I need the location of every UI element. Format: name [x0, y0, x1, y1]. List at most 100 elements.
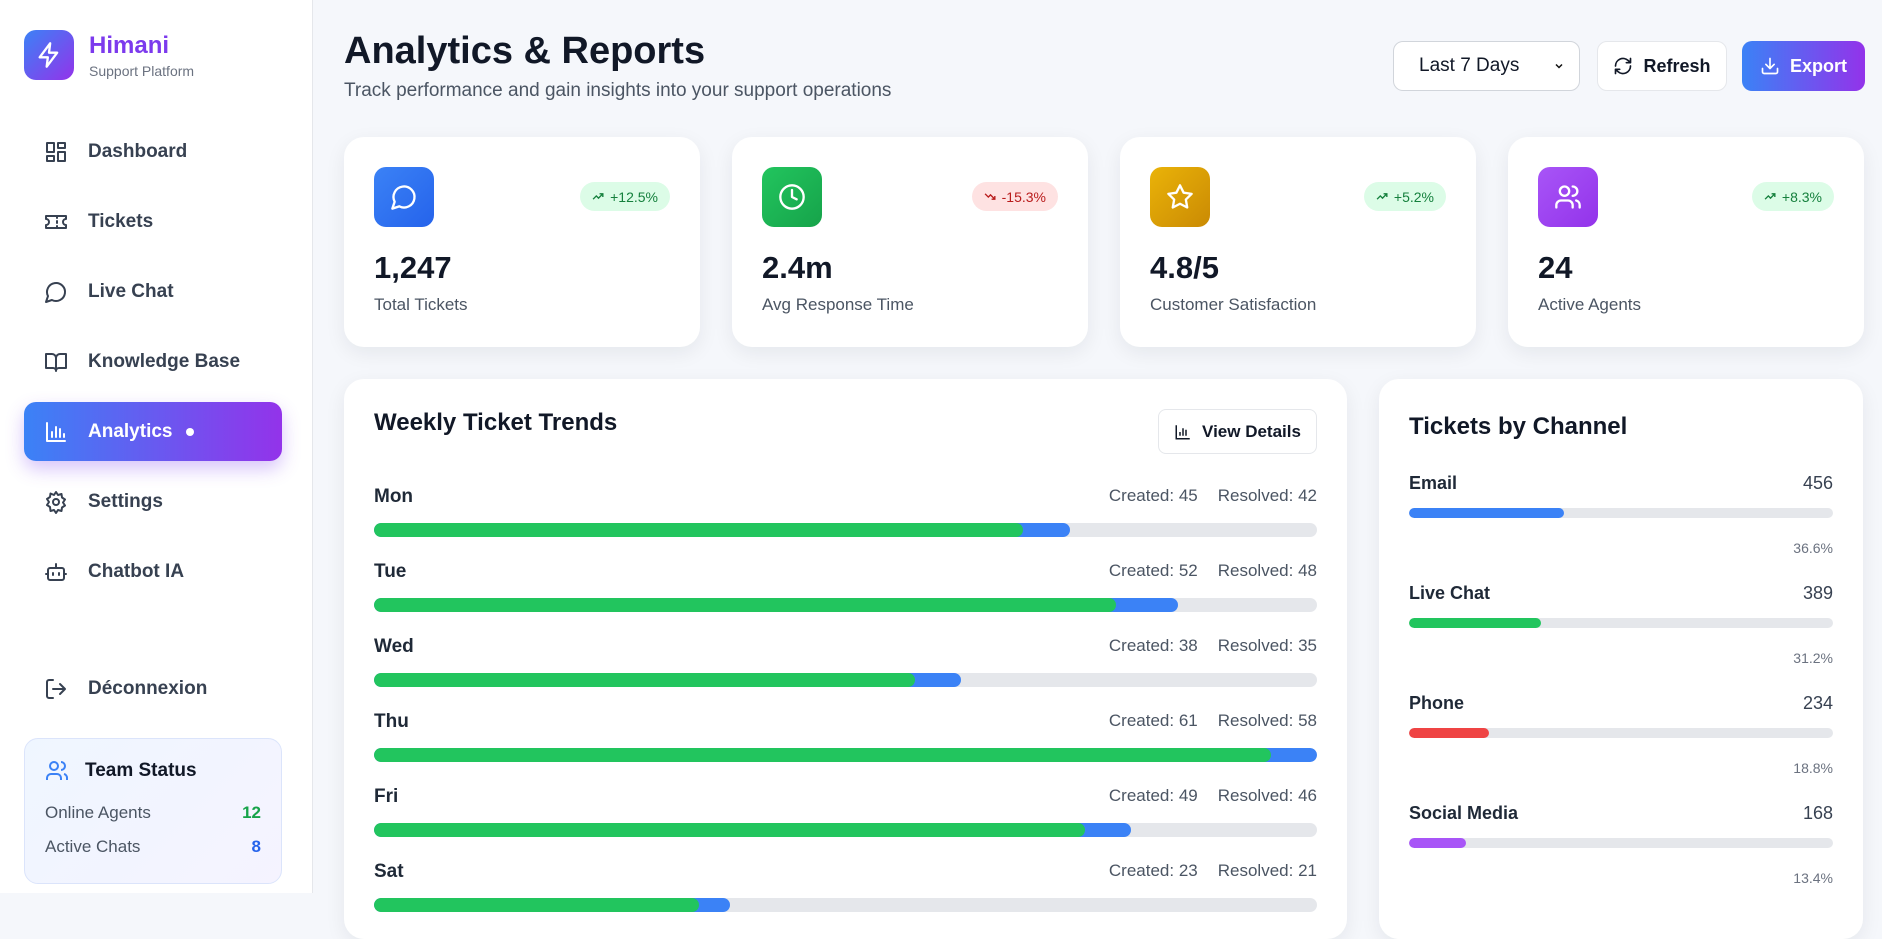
- stat-card: +12.5% 1,247 Total Tickets: [344, 137, 700, 347]
- trend-row: Thu Created: 61 Resolved: 58: [374, 711, 1317, 786]
- channel-bar: [1409, 838, 1466, 848]
- sidebar-nav: Dashboard Tickets Live Chat Knowledge Ba…: [24, 122, 282, 612]
- resolved-count: Resolved: 46: [1217, 786, 1317, 805]
- sidebar-item-dashboard[interactable]: Dashboard: [24, 122, 282, 181]
- channel-bar-track: [1409, 508, 1833, 518]
- resolved-bar: [374, 823, 1086, 837]
- stat-label: Customer Satisfaction: [1150, 295, 1317, 314]
- trend-bar-track: [374, 823, 1317, 837]
- ticket-icon: [45, 214, 67, 229]
- stat-value: 1,247: [374, 250, 452, 285]
- trend-bar-track: [374, 673, 1317, 687]
- sidebar-item-label: Dashboard: [88, 140, 188, 162]
- trend-bar-track: [374, 598, 1317, 612]
- sidebar-item-label: Chatbot IA: [88, 560, 185, 582]
- change-value: +12.5%: [610, 188, 658, 205]
- bar-chart-icon: [1175, 424, 1190, 439]
- sidebar-item-live-chat[interactable]: Live Chat: [24, 262, 282, 321]
- channel-name: Phone: [1409, 693, 1465, 713]
- resolved-count: Resolved: 35: [1217, 636, 1317, 655]
- refresh-button[interactable]: Refresh: [1597, 41, 1727, 91]
- users-icon: [1538, 167, 1598, 227]
- brand-name: Himani: [89, 32, 170, 59]
- star-icon: [1150, 167, 1210, 227]
- logout-button[interactable]: Déconnexion: [24, 659, 282, 718]
- channel-bar: [1409, 508, 1565, 518]
- channel-percent: 36.6%: [1793, 540, 1833, 556]
- analytics-icon: [46, 421, 66, 442]
- page-title: Analytics & Reports: [344, 30, 706, 72]
- resolved-count: Resolved: 48: [1217, 561, 1317, 580]
- channel-name: Email: [1409, 473, 1458, 493]
- brand-subtitle: Support Platform: [89, 63, 195, 79]
- trend-up-icon: [1764, 193, 1776, 200]
- sidebar-item-settings[interactable]: Settings: [24, 472, 282, 531]
- channel-item: Social Media 168 13.4%: [1409, 803, 1833, 913]
- active-dot: [186, 427, 195, 436]
- trend-down-icon: [984, 193, 996, 200]
- date-range-select[interactable]: Last 7 Days: [1393, 41, 1580, 91]
- resolved-count: Resolved: 58: [1217, 711, 1317, 730]
- stat-value: 2.4m: [762, 250, 833, 285]
- resolved-count: Resolved: 42: [1217, 486, 1317, 505]
- trend-row: Tue Created: 52 Resolved: 48: [374, 561, 1317, 636]
- trend-up-icon: [592, 193, 604, 200]
- view-details-button[interactable]: View Details: [1158, 409, 1317, 454]
- change-value: -15.3%: [1001, 188, 1046, 205]
- resolved-bar: [374, 523, 1024, 537]
- channel-percent: 18.8%: [1793, 760, 1833, 776]
- sidebar-item-chatbot[interactable]: Chatbot IA: [24, 542, 282, 601]
- channel-bar-track: [1409, 618, 1833, 628]
- trend-bar-track: [374, 898, 1317, 912]
- logo-bolt-icon: [24, 30, 74, 80]
- channel-card: Tickets by Channel Email 456 36.6% Live Ch…: [1379, 379, 1863, 939]
- change-badge: +12.5%: [580, 182, 670, 211]
- export-label: Export: [1789, 55, 1847, 76]
- team-status-panel: Team Status Online Agents 12 Active Chats…: [24, 738, 282, 884]
- day-label: Thu: [374, 711, 409, 732]
- sidebar-item-label: Settings: [88, 490, 163, 512]
- channel-bar-track: [1409, 728, 1833, 738]
- channel-count: 234: [1802, 693, 1833, 713]
- weekly-trends-card: Weekly Ticket Trends View Details Mon Cr…: [344, 379, 1347, 939]
- created-count: Created: 38: [1108, 636, 1198, 655]
- trend-row: Wed Created: 38 Resolved: 35: [374, 636, 1317, 711]
- stat-card: +5.2% 4.8/5 Customer Satisfaction: [1120, 137, 1476, 347]
- view-details-label: View Details: [1202, 421, 1301, 441]
- logout-label: Déconnexion: [88, 677, 208, 699]
- resolved-bar: [374, 748, 1271, 762]
- refresh-icon: [1615, 57, 1632, 75]
- channel-title: Tickets by Channel: [1409, 413, 1628, 440]
- refresh-label: Refresh: [1643, 55, 1711, 76]
- created-count: Created: 49: [1108, 786, 1198, 805]
- day-label: Wed: [374, 636, 414, 657]
- book-icon: [45, 352, 67, 372]
- change-value: +8.3%: [1781, 188, 1822, 205]
- sidebar-item-tickets[interactable]: Tickets: [24, 192, 282, 251]
- channel-count: 168: [1802, 803, 1833, 823]
- trend-bar-track: [374, 523, 1317, 537]
- logout-section: Déconnexion: [24, 659, 282, 729]
- channel-count: 389: [1802, 583, 1833, 603]
- export-button[interactable]: Export: [1742, 41, 1865, 91]
- sidebar-item-knowledge-base[interactable]: Knowledge Base: [24, 332, 282, 391]
- channel-count: 456: [1802, 473, 1833, 493]
- date-range-value: Last 7 Days: [1419, 55, 1520, 76]
- sidebar: Himani Support Platform Dashboard Ticket…: [0, 0, 313, 893]
- stat-label: Total Tickets: [374, 295, 468, 314]
- online-agents-count: 12: [242, 803, 261, 822]
- day-label: Mon: [374, 486, 414, 507]
- sidebar-item-label: Knowledge Base: [88, 350, 241, 372]
- change-badge: +8.3%: [1751, 182, 1834, 211]
- change-value: +5.2%: [1393, 188, 1434, 205]
- created-count: Created: 52: [1108, 561, 1198, 580]
- stat-card: -15.3% 2.4m Avg Response Time: [732, 137, 1088, 347]
- day-label: Tue: [374, 561, 407, 582]
- created-count: Created: 61: [1108, 711, 1198, 730]
- created-count: Created: 45: [1108, 486, 1198, 505]
- weekly-trends-title: Weekly Ticket Trends: [374, 409, 618, 436]
- channel-item: Phone 234 18.8%: [1409, 693, 1833, 803]
- sidebar-item-label: Analytics: [88, 420, 173, 442]
- channel-percent: 31.2%: [1793, 650, 1833, 666]
- sidebar-item-analytics[interactable]: Analytics: [24, 402, 282, 461]
